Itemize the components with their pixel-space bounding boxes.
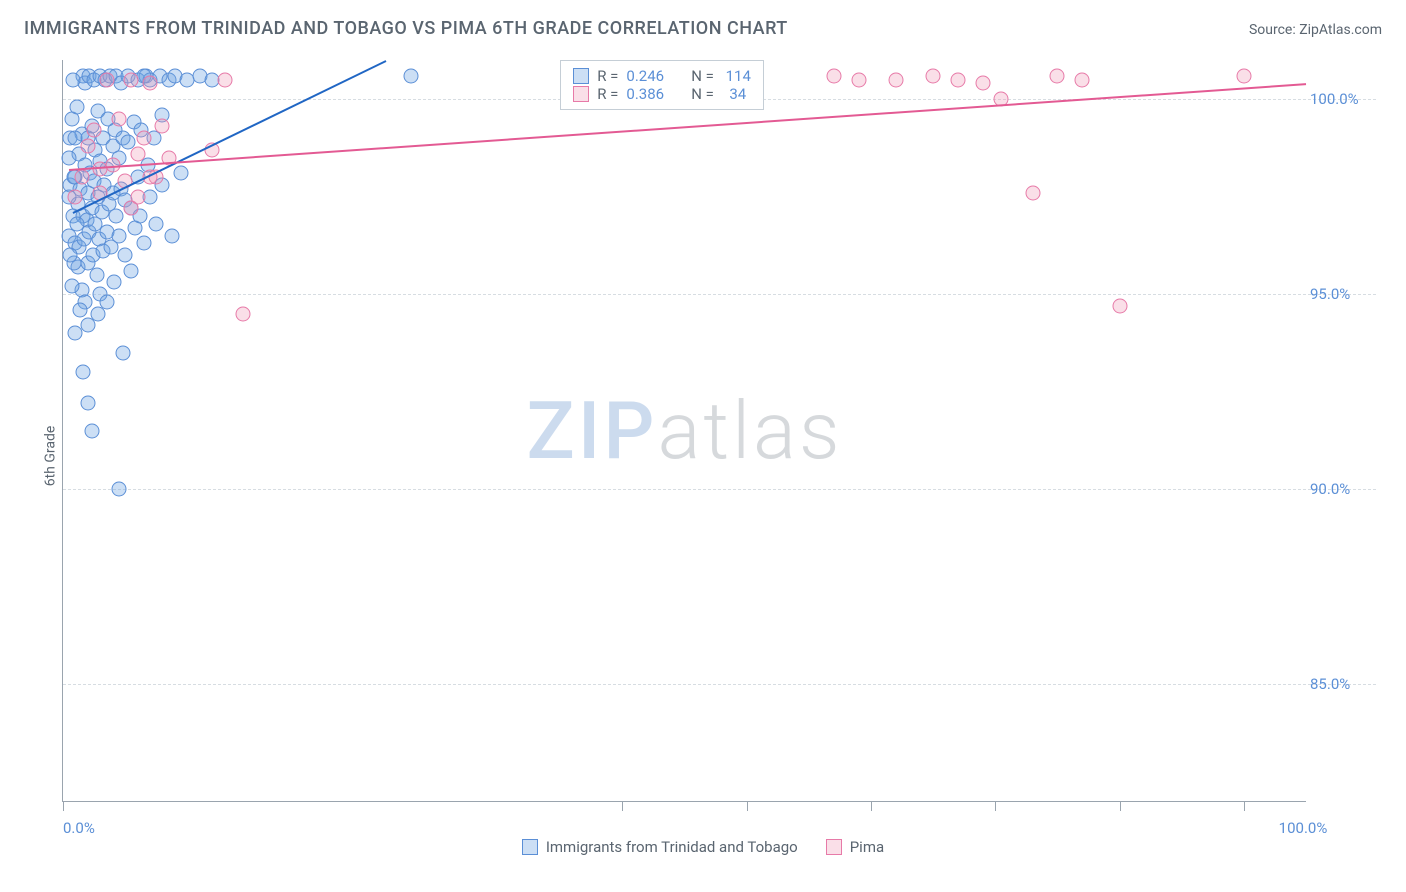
data-point	[99, 72, 114, 87]
legend-swatch	[573, 86, 589, 102]
data-point	[136, 131, 151, 146]
r-label: R =	[597, 67, 618, 85]
gridline-y	[63, 489, 1376, 490]
data-point	[62, 150, 77, 165]
chart-container: 6th Grade ZIPatlas 85.0%90.0%95.0%100.0%…	[20, 50, 1386, 862]
chart-title: IMMIGRANTS FROM TRINIDAD AND TOBAGO VS P…	[24, 18, 788, 39]
data-point	[109, 209, 124, 224]
watermark: ZIPatlas	[527, 384, 843, 478]
data-point	[65, 72, 80, 87]
y-axis-label: 6th Grade	[42, 426, 58, 487]
data-point	[888, 72, 903, 87]
data-point	[136, 236, 151, 251]
x-tick	[871, 801, 872, 811]
r-label: R =	[597, 85, 618, 103]
data-point	[74, 170, 89, 185]
data-point	[143, 76, 158, 91]
data-point	[84, 423, 99, 438]
data-point	[950, 72, 965, 87]
legend-item-pink: Pima	[826, 838, 884, 856]
data-point	[1050, 68, 1065, 83]
gridline-y	[63, 684, 1376, 685]
data-point	[130, 189, 145, 204]
legend-stats: R = 0.246 N = 114R = 0.386 N = 34	[560, 60, 764, 110]
data-point	[64, 279, 79, 294]
data-point	[1025, 185, 1040, 200]
data-point	[80, 138, 95, 153]
data-point	[63, 248, 78, 263]
x-tick	[1120, 801, 1121, 811]
data-point	[99, 294, 114, 309]
data-point	[89, 267, 104, 282]
r-value: 0.246	[626, 67, 664, 85]
data-point	[404, 68, 419, 83]
plot-area: ZIPatlas 85.0%90.0%95.0%100.0%0.0%100.0%…	[62, 60, 1306, 802]
data-point	[1075, 72, 1090, 87]
x-tick	[63, 801, 64, 811]
data-point	[926, 68, 941, 83]
y-tick-label: 95.0%	[1310, 285, 1380, 303]
legend-stats-row: R = 0.386 N = 34	[573, 85, 751, 103]
data-point	[975, 76, 990, 91]
data-point	[174, 166, 189, 181]
data-point	[1236, 68, 1251, 83]
data-point	[87, 123, 102, 138]
n-label: N =	[691, 85, 714, 103]
data-point	[111, 111, 126, 126]
x-tick	[622, 801, 623, 811]
data-point	[115, 345, 130, 360]
data-point	[68, 189, 83, 204]
data-point	[124, 72, 139, 87]
source-prefix: Source:	[1249, 22, 1299, 38]
x-tick	[1244, 801, 1245, 811]
watermark-atlas: atlas	[657, 384, 842, 478]
y-tick-label: 85.0%	[1310, 675, 1380, 693]
gridline-y	[63, 294, 1376, 295]
n-value: 114	[722, 67, 751, 85]
data-point	[75, 365, 90, 380]
source-link[interactable]: ZipAtlas.com	[1299, 22, 1382, 38]
y-tick-label: 90.0%	[1310, 480, 1380, 498]
n-label: N =	[691, 67, 714, 85]
x-tick-label-min: 0.0%	[63, 819, 95, 837]
data-point	[217, 72, 232, 87]
y-tick-label: 100.0%	[1310, 90, 1380, 108]
data-point	[851, 72, 866, 87]
data-point	[130, 146, 145, 161]
data-point	[1112, 298, 1127, 313]
legend-label-pink: Pima	[850, 838, 884, 856]
legend-label-blue: Immigrants from Trinidad and Tobago	[546, 838, 798, 856]
chart-source: Source: ZipAtlas.com	[1249, 22, 1382, 38]
legend-swatch	[573, 68, 589, 84]
data-point	[124, 263, 139, 278]
data-point	[111, 482, 126, 497]
x-tick	[995, 801, 996, 811]
data-point	[826, 68, 841, 83]
data-point	[118, 248, 133, 263]
data-point	[149, 216, 164, 231]
legend-swatch-blue	[522, 839, 538, 855]
data-point	[165, 228, 180, 243]
data-point	[69, 99, 84, 114]
n-value: 34	[722, 85, 746, 103]
x-tick-label-max: 100.0%	[1279, 819, 1328, 837]
data-point	[68, 326, 83, 341]
data-point	[236, 306, 251, 321]
legend-item-blue: Immigrants from Trinidad and Tobago	[522, 838, 798, 856]
data-point	[80, 396, 95, 411]
legend-stats-row: R = 0.246 N = 114	[573, 67, 751, 85]
data-point	[106, 275, 121, 290]
legend-bottom: Immigrants from Trinidad and Tobago Pima	[20, 838, 1386, 856]
x-tick	[747, 801, 748, 811]
watermark-zip: ZIP	[527, 384, 658, 478]
data-point	[73, 302, 88, 317]
data-point	[155, 119, 170, 134]
legend-swatch-pink	[826, 839, 842, 855]
r-value: 0.386	[626, 85, 664, 103]
data-point	[111, 228, 126, 243]
data-point	[69, 216, 84, 231]
